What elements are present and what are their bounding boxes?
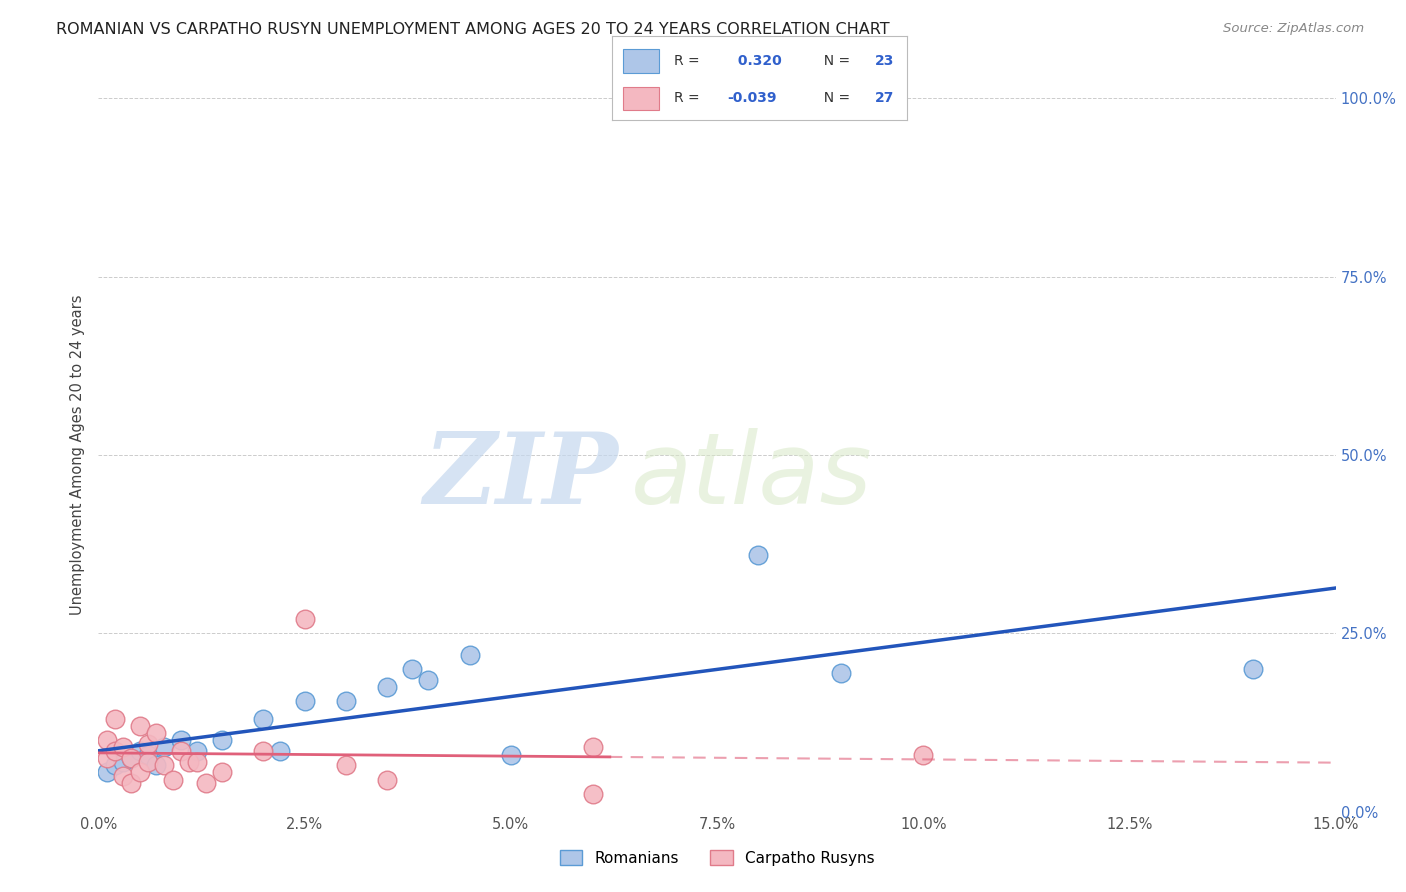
Point (186, 755, 208, 769)
Point (269, 744, 291, 758)
Point (112, 755, 135, 769)
Point (912, 747, 935, 762)
Text: atlas: atlas (630, 428, 872, 524)
Point (104, 744, 127, 758)
Text: 0.320: 0.320 (733, 54, 782, 68)
Point (96, 765, 118, 780)
Point (153, 740, 176, 755)
Point (335, 758, 357, 772)
Y-axis label: Unemployment Among Ages 20 to 24 years: Unemployment Among Ages 20 to 24 years (70, 294, 86, 615)
Point (186, 744, 208, 758)
Point (136, 737, 159, 751)
Point (252, 712, 274, 726)
Point (418, 673, 440, 687)
Text: ZIP: ZIP (423, 428, 619, 524)
Point (136, 747, 159, 762)
Point (1241, 662, 1264, 676)
Point (112, 740, 135, 755)
Point (294, 612, 316, 626)
Bar (623, 87, 659, 111)
Point (582, 740, 605, 755)
Point (96, 733, 118, 747)
Point (830, 665, 852, 680)
Point (499, 747, 522, 762)
Point (145, 726, 167, 740)
Point (162, 772, 184, 787)
Text: 27: 27 (875, 91, 894, 105)
Text: R =: R = (673, 54, 703, 68)
Point (96, 751, 118, 765)
Point (458, 648, 481, 662)
Point (170, 744, 193, 758)
Point (747, 548, 769, 562)
Bar (623, 49, 659, 73)
Point (136, 755, 159, 769)
Text: -0.039: -0.039 (727, 91, 776, 105)
Text: ROMANIAN VS CARPATHO RUSYN UNEMPLOYMENT AMONG AGES 20 TO 24 YEARS CORRELATION CH: ROMANIAN VS CARPATHO RUSYN UNEMPLOYMENT … (56, 22, 890, 37)
Text: Source: ZipAtlas.com: Source: ZipAtlas.com (1223, 22, 1364, 36)
Point (104, 712, 127, 726)
Point (194, 776, 217, 790)
Point (211, 733, 233, 747)
Point (128, 744, 150, 758)
Legend: Romanians, Carpatho Rusyns: Romanians, Carpatho Rusyns (554, 844, 880, 871)
Point (120, 751, 142, 765)
Text: N =: N = (815, 54, 855, 68)
Point (120, 751, 142, 765)
Point (112, 769, 135, 783)
Point (211, 765, 233, 780)
Point (104, 758, 127, 772)
Point (153, 758, 176, 772)
Point (294, 694, 316, 708)
Point (375, 772, 398, 787)
Point (145, 758, 167, 772)
Point (179, 755, 201, 769)
Point (128, 765, 150, 780)
Point (170, 733, 193, 747)
Point (252, 744, 274, 758)
Point (401, 662, 423, 676)
Text: 23: 23 (875, 54, 894, 68)
Point (582, 787, 605, 801)
Point (128, 719, 150, 733)
Point (375, 680, 398, 694)
Point (120, 776, 142, 790)
Text: R =: R = (673, 91, 703, 105)
Point (335, 694, 357, 708)
Text: N =: N = (815, 91, 855, 105)
